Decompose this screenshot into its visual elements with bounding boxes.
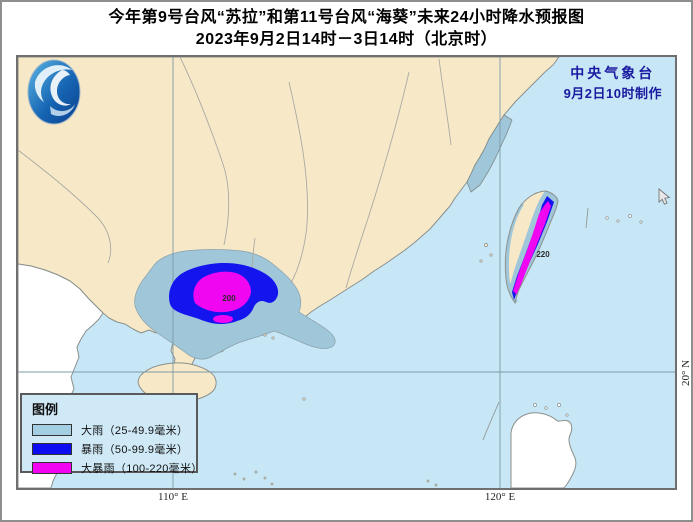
lat-label-20n: 20° N xyxy=(680,359,692,387)
boundary-segments xyxy=(482,207,589,441)
legend-item-heavy-rainstorm: 大暴雨（100-220毫米） xyxy=(30,459,202,476)
luzon-land xyxy=(510,412,577,488)
mouse-cursor xyxy=(658,188,671,205)
legend-swatch-rainstorm xyxy=(32,442,72,455)
title-block: 今年第9号台风“苏拉”和第11号台风“海葵”未来24小时降水预报图 2023年9… xyxy=(2,7,691,51)
babuyan-islands xyxy=(533,403,569,417)
agency-name: 中央气象台 xyxy=(570,65,656,81)
taiwan-west-rain-fringe xyxy=(505,203,524,303)
legend: 图例 大雨（25-49.9毫米） 暴雨（50-99.9毫米） 大暴雨（100-2… xyxy=(20,393,202,476)
coastal-rain-strip xyxy=(466,114,513,193)
legend-item-rainstorm: 暴雨（50-99.9毫米） xyxy=(30,440,190,457)
taiwan-outline xyxy=(504,190,559,305)
legend-label-heavy-rainstorm: 大暴雨（100-220毫米） xyxy=(81,462,203,475)
legend-label-heavy-rain: 大雨（25-49.9毫米） xyxy=(81,424,189,437)
rain-max-label-mainland: 200 xyxy=(222,294,236,303)
mainland-rain-heavy-storm xyxy=(193,271,251,313)
mainland-rain-heavy-storm-coastal xyxy=(213,315,233,323)
legend-label-rainstorm: 暴雨（50-99.9毫米） xyxy=(81,443,189,456)
province-boundaries xyxy=(18,57,452,305)
hainan-island xyxy=(137,362,217,403)
taiwan-rain-heavy-storm xyxy=(513,201,551,295)
agency-issue-time: 9月2日10时制作 xyxy=(563,86,662,101)
rain-max-label-taiwan: 220 xyxy=(536,250,550,259)
lon-label-110e: 110° E xyxy=(158,491,188,503)
agency-credit: 中央气象台 9月2日10时制作 xyxy=(564,63,662,102)
legend-swatch-heavy-rainstorm xyxy=(32,461,72,474)
cma-logo xyxy=(27,59,81,125)
page-title: 今年第9号台风“苏拉”和第11号台风“海葵”未来24小时降水预报图 xyxy=(108,9,585,26)
legend-title: 图例 xyxy=(32,402,59,417)
map-panel: 200 220 中央气象台 9月2日10时制作 图例 大雨（25-49.9毫米） xyxy=(16,55,677,490)
lon-label-120e: 120° E xyxy=(484,491,516,503)
small-islands xyxy=(233,214,643,487)
legend-item-heavy-rain: 大雨（25-49.9毫米） xyxy=(30,421,190,438)
legend-swatch-heavy-rain xyxy=(32,423,72,436)
page-subtitle: 2023年9月2日14时－3日14时（北京时） xyxy=(195,31,498,48)
